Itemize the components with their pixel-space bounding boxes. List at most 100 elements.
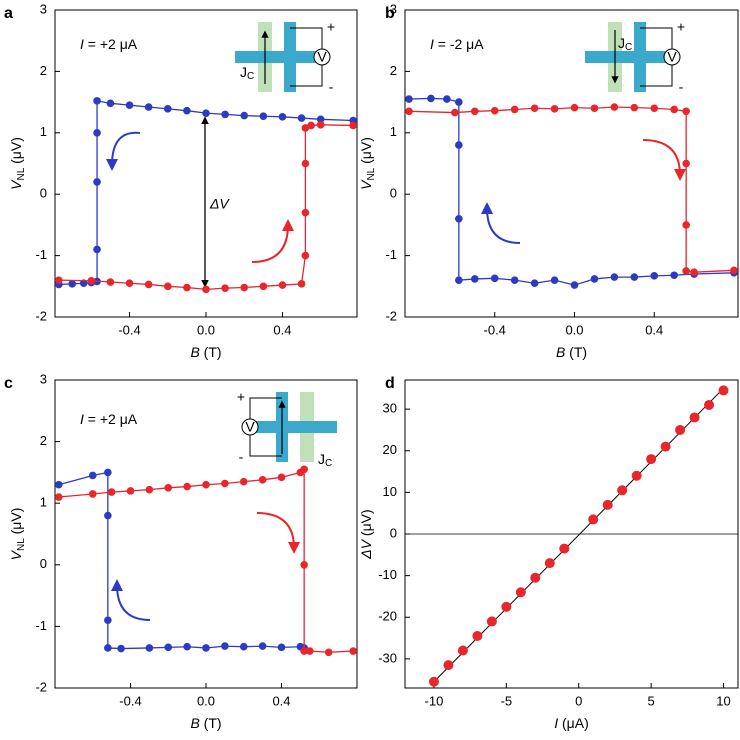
data-point: [93, 245, 101, 254]
data-point: [455, 214, 463, 223]
inset-wire: [249, 435, 282, 457]
data-point: [718, 385, 729, 396]
data-point: [54, 480, 63, 489]
data-point: [258, 475, 267, 484]
inset-minus: -: [679, 79, 684, 95]
data-point: [163, 105, 172, 113]
data-point: [104, 511, 112, 520]
y-axis-label-var: V: [358, 179, 374, 190]
data-point: [79, 279, 88, 288]
data-point: [682, 107, 690, 116]
data-point: [455, 98, 463, 106]
data-point: [530, 572, 541, 583]
inset-meter-label: V: [667, 49, 677, 65]
inset-current-label: JC: [318, 451, 332, 469]
data-point: [405, 95, 413, 103]
inset-plus: +: [677, 19, 685, 35]
data-point: [316, 121, 325, 129]
data-point: [570, 103, 579, 112]
data-line: [58, 124, 354, 291]
x-axis-label: I (μA): [554, 715, 589, 731]
data-point: [682, 267, 690, 275]
y-tick-label: 0: [390, 186, 397, 201]
data-point: [68, 280, 77, 288]
inset-current-main: J: [318, 451, 325, 467]
inset: V+ - JC: [235, 19, 335, 95]
y-tick-label: -20: [378, 609, 397, 624]
data-point: [451, 108, 459, 117]
data-point: [277, 643, 286, 652]
y-axis-label-unit: (μV): [358, 137, 374, 168]
data-point: [316, 115, 325, 124]
data-line: [408, 97, 735, 286]
x-axis-label-unit: (μA): [558, 715, 589, 731]
data-point: [240, 283, 249, 292]
inset-current-label: JC: [240, 64, 254, 82]
panel-letter: c: [4, 375, 13, 392]
inset-current-main: J: [240, 64, 247, 80]
data-point: [301, 208, 310, 217]
y-tick-label: 3: [40, 1, 47, 16]
y-axis-label-unit: (μV): [8, 508, 24, 539]
data-point: [590, 275, 599, 283]
data-point: [88, 490, 97, 498]
y-tick-label: 1: [40, 124, 47, 139]
data-point: [610, 103, 619, 111]
data-point: [530, 104, 539, 113]
data-point: [104, 644, 112, 652]
data-point: [650, 272, 659, 280]
data-point: [183, 482, 191, 491]
y-axis-label: VNL (μV): [8, 137, 27, 190]
data-point: [106, 278, 115, 286]
data-point: [277, 473, 286, 482]
data-point: [610, 273, 619, 281]
data-point: [278, 113, 287, 121]
data-point: [510, 105, 519, 114]
data-point: [602, 499, 613, 510]
data-point: [239, 642, 248, 651]
annotation: I = -2 μA: [430, 36, 484, 52]
y-tick-label: -10: [378, 567, 397, 582]
data-point: [107, 488, 116, 496]
y-tick-label: -1: [35, 247, 47, 262]
data-line: [58, 471, 305, 650]
y-axis-label: ΔV (μV): [358, 509, 374, 559]
panel-letter: a: [4, 5, 13, 22]
data-point: [300, 465, 308, 474]
y-tick-label: -1: [35, 618, 47, 633]
data-point: [202, 480, 210, 489]
y-tick-label: 2: [390, 63, 397, 78]
data-point: [55, 276, 63, 284]
data-line: [408, 106, 735, 273]
data-point: [87, 276, 96, 285]
data-point: [144, 280, 153, 289]
data-point: [490, 106, 499, 115]
annotation-text: = +2 μA: [84, 36, 138, 52]
data-point: [470, 107, 479, 116]
inset-current-sub: C: [247, 71, 254, 82]
x-tick-label: 0.0: [565, 322, 583, 337]
x-axis-label-unit: (T): [565, 344, 587, 360]
data-point: [550, 105, 559, 113]
data-point: [93, 178, 101, 186]
y-tick-label: 1: [390, 124, 397, 139]
y-tick-label: -1: [385, 247, 397, 262]
sweep-arrow: [106, 131, 141, 171]
y-axis-label: VNL (μV): [8, 508, 27, 561]
data-point: [239, 477, 248, 486]
inset-bar: [247, 421, 337, 433]
data-point: [164, 484, 173, 492]
data-point: [570, 281, 579, 289]
inset-current-sub: C: [625, 42, 632, 53]
x-tick-label: 0.4: [645, 322, 663, 337]
x-axis-label-unit: (T): [200, 344, 222, 360]
data-point: [145, 644, 154, 652]
y-tick-label: 3: [390, 1, 397, 16]
fit-line: [433, 387, 724, 683]
data-point: [145, 485, 154, 494]
data-point: [93, 97, 101, 105]
inset-current-label: JC: [618, 35, 632, 53]
inset-meter-label: V: [245, 419, 255, 435]
inset-wire: [640, 65, 673, 87]
